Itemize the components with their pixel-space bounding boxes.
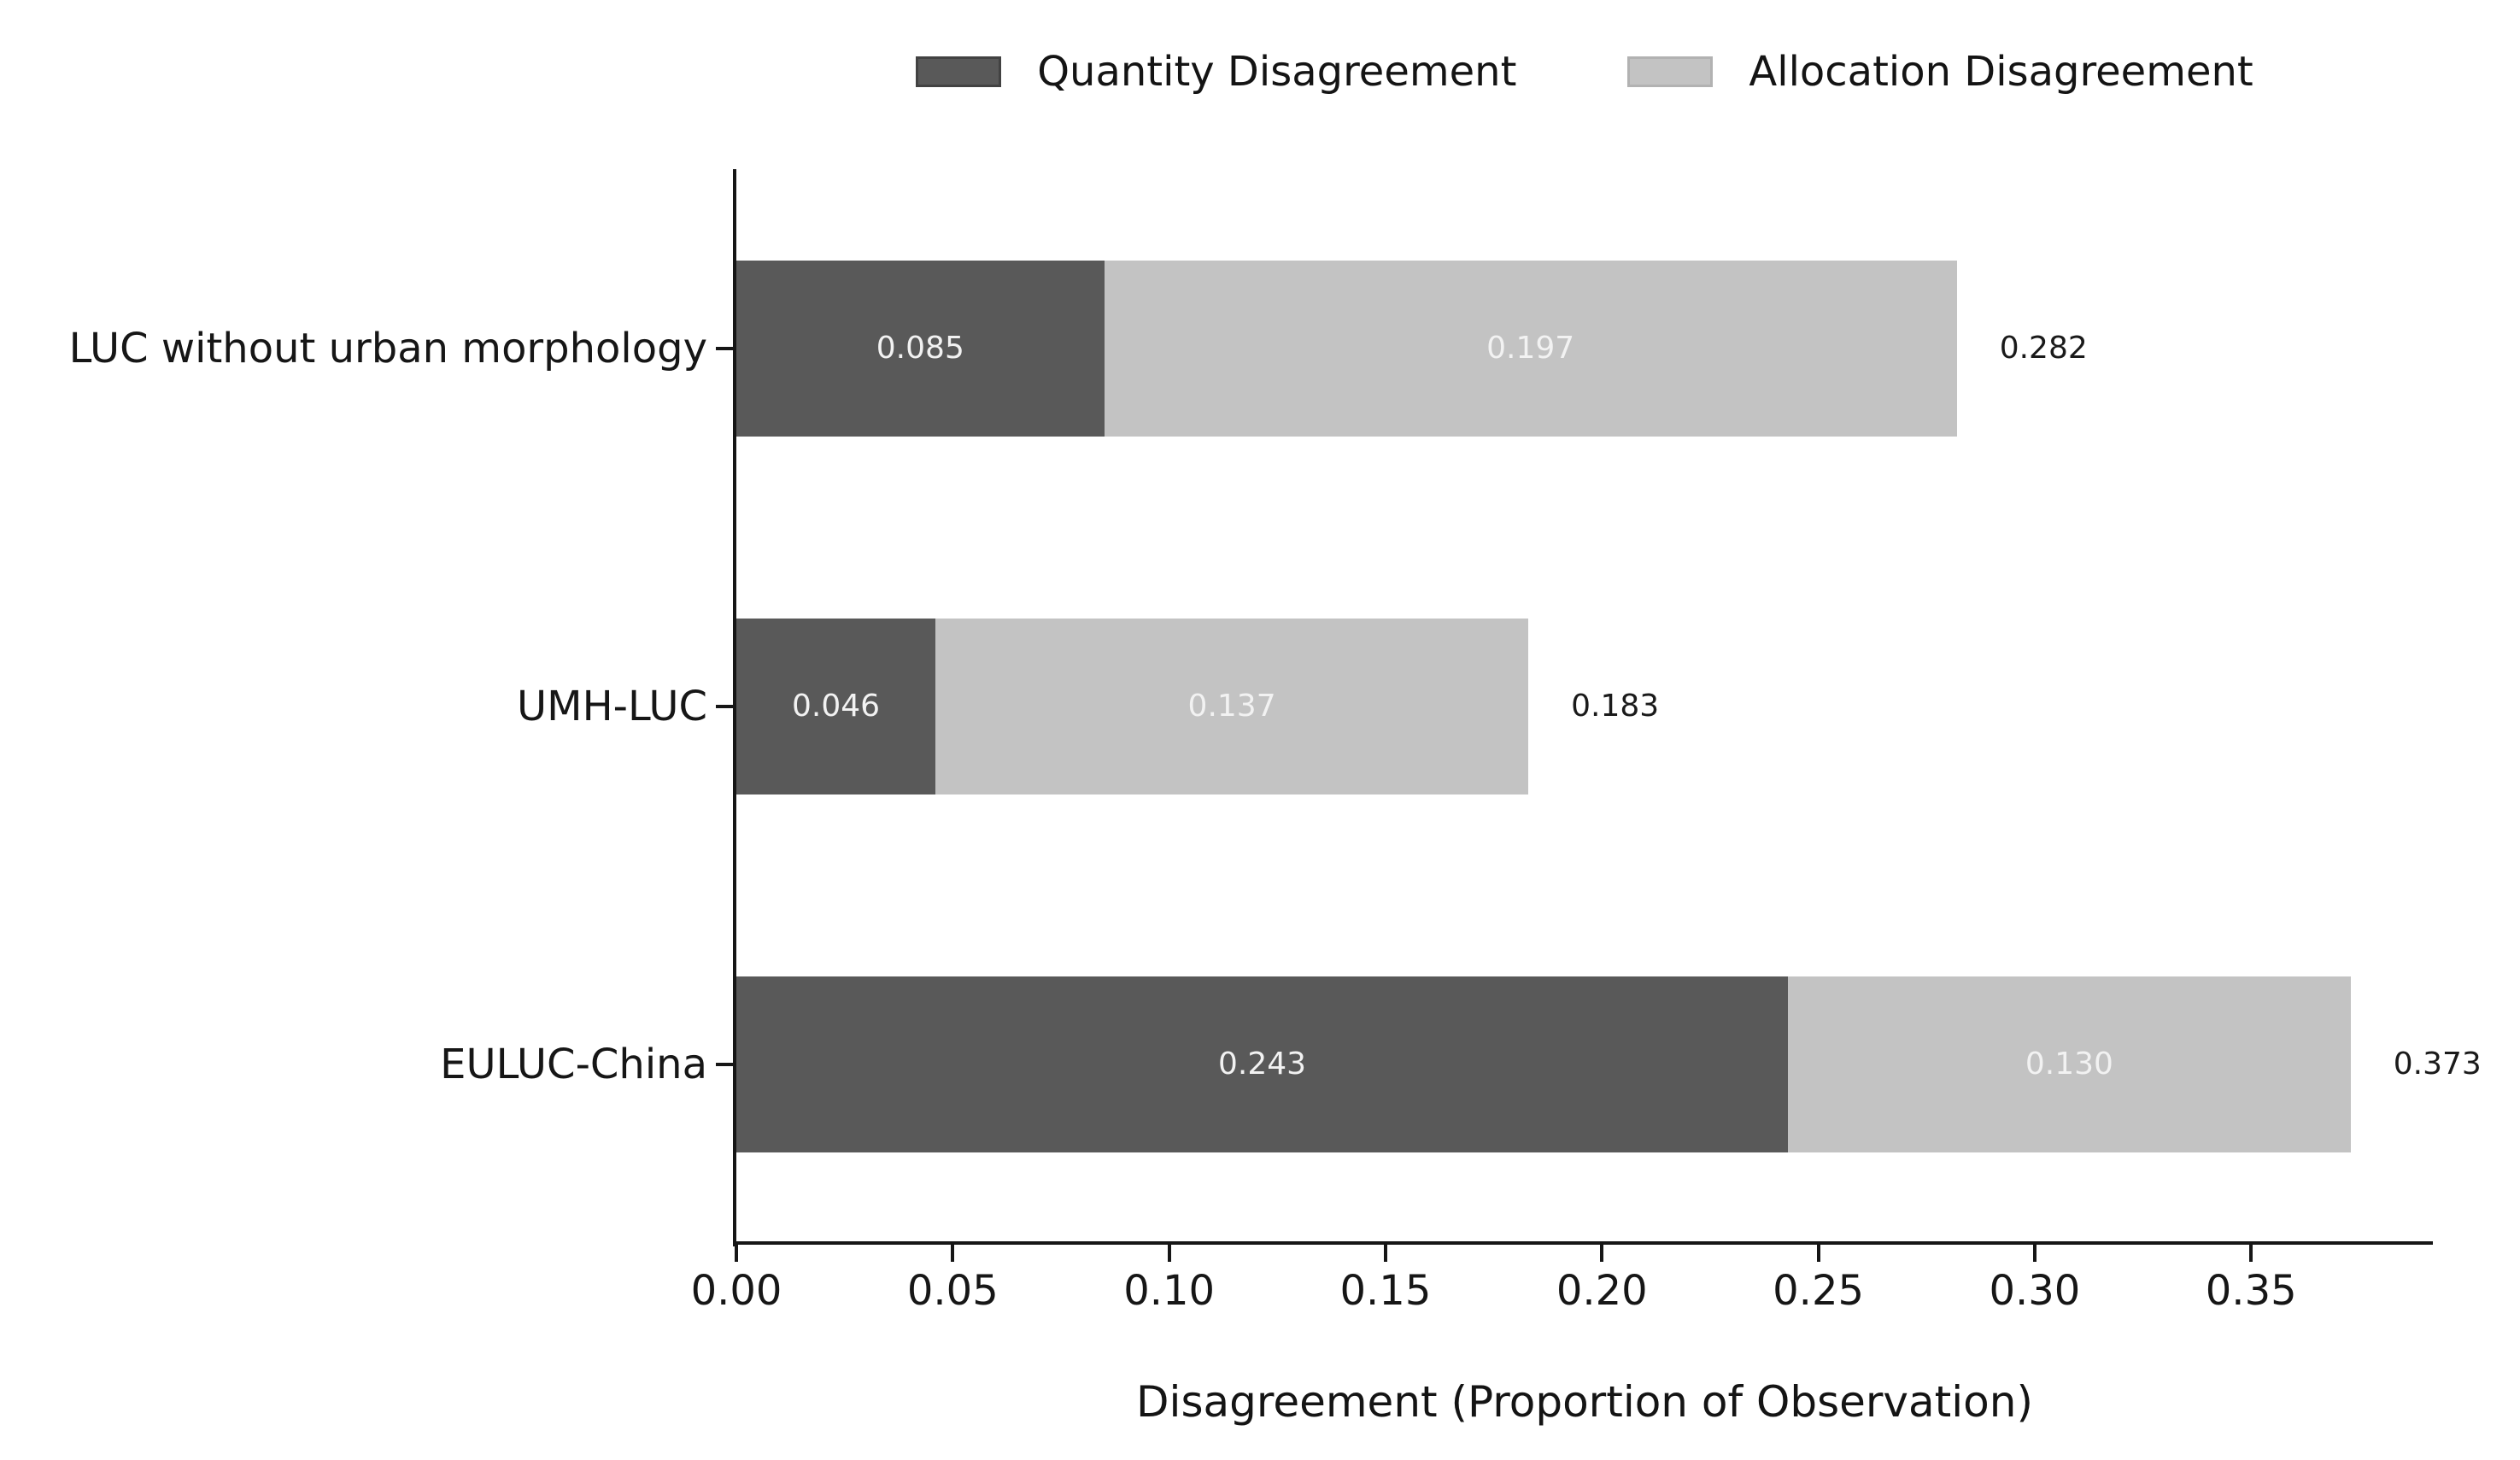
segment-value-label: 0.046 — [791, 689, 881, 724]
segment-value-label: 0.085 — [876, 331, 964, 366]
segment-value-label: 0.243 — [1218, 1047, 1307, 1082]
total-value-label: 0.373 — [2393, 1047, 2482, 1082]
bar-segment-allocation: 0.137 — [935, 618, 1529, 794]
legend-label-allocation: Allocation Disagreement — [1749, 48, 2253, 96]
segment-value-label: 0.197 — [1486, 331, 1575, 366]
bar-segment-quantity: 0.243 — [736, 976, 1789, 1152]
legend-swatch-quantity — [916, 56, 1002, 87]
legend-label-quantity: Quantity Disagreement — [1037, 48, 1517, 96]
category-tick — [716, 346, 733, 350]
category-label: EULUC-China — [440, 1040, 707, 1088]
segment-value-label: 0.137 — [1187, 689, 1276, 724]
x-tick-label: 0.30 — [1989, 1267, 2081, 1315]
x-tick-label: 0.35 — [2205, 1267, 2297, 1315]
x-tick-label: 0.25 — [1773, 1267, 1865, 1315]
x-axis-label: Disagreement (Proportion of Observation) — [1136, 1377, 2033, 1427]
legend: Quantity Disagreement Allocation Disagre… — [736, 31, 2433, 113]
x-axis-spine — [733, 1241, 2433, 1245]
bar-segment-quantity: 0.085 — [736, 260, 1105, 437]
x-tick — [1383, 1245, 1387, 1262]
y-axis-spine — [733, 169, 736, 1246]
x-tick — [735, 1245, 738, 1262]
category-label: UMH-LUC — [517, 682, 707, 730]
x-tick — [951, 1245, 955, 1262]
x-tick — [1600, 1245, 1604, 1262]
x-tick — [2249, 1245, 2253, 1262]
category-tick — [716, 1062, 733, 1066]
bar-segment-quantity: 0.046 — [736, 618, 936, 794]
x-tick-label: 0.20 — [1556, 1267, 1648, 1315]
bar-segment-allocation: 0.197 — [1104, 260, 1957, 437]
total-value-label: 0.282 — [1999, 331, 2088, 366]
legend-swatch-allocation — [1627, 56, 1714, 87]
category-label: LUC without urban morphology — [68, 324, 707, 372]
segment-value-label: 0.130 — [2025, 1047, 2113, 1082]
x-tick-label: 0.15 — [1339, 1267, 1432, 1315]
x-tick — [1816, 1245, 1820, 1262]
x-tick — [1167, 1245, 1171, 1262]
x-tick-label: 0.05 — [906, 1267, 999, 1315]
legend-item-allocation: Allocation Disagreement — [1627, 48, 2253, 96]
x-tick-label: 0.10 — [1123, 1267, 1216, 1315]
legend-item-quantity: Quantity Disagreement — [916, 48, 1516, 96]
category-tick — [716, 704, 733, 708]
total-value-label: 0.183 — [1571, 689, 1660, 724]
x-tick-label: 0.00 — [690, 1267, 782, 1315]
bar-segment-allocation: 0.130 — [1788, 976, 2351, 1152]
x-tick — [2032, 1245, 2037, 1262]
